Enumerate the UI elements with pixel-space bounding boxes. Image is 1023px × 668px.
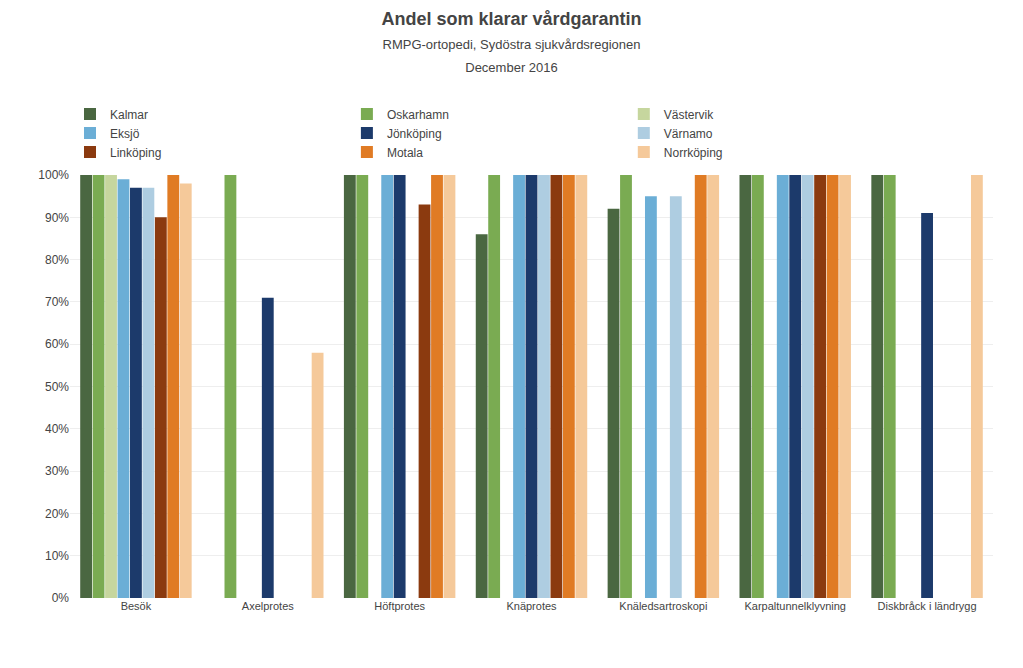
svg-text:Karpaltunnelklyvning: Karpaltunnelklyvning: [744, 600, 846, 612]
svg-text:Jönköping: Jönköping: [387, 127, 442, 141]
svg-text:Norrköping: Norrköping: [664, 146, 723, 160]
svg-text:Kalmar: Kalmar: [110, 108, 148, 122]
svg-text:Linköping: Linköping: [110, 146, 161, 160]
svg-text:10%: 10%: [45, 549, 69, 563]
svg-text:Andel som klarar vårdgarantinR: Andel som klarar vårdgarantinRMPG-ortope…: [381, 9, 641, 75]
svg-text:90%: 90%: [45, 211, 69, 225]
svg-text:Eksjö: Eksjö: [110, 127, 140, 141]
svg-text:0%: 0%: [52, 591, 70, 605]
svg-text:Motala: Motala: [387, 146, 423, 160]
svg-text:Knäprotes: Knäprotes: [506, 600, 557, 612]
svg-text:Knäledsartroskopi: Knäledsartroskopi: [619, 600, 707, 612]
svg-text:20%: 20%: [45, 507, 69, 521]
svg-text:Västervik: Västervik: [664, 108, 714, 122]
svg-text:Oskarhamn: Oskarhamn: [387, 108, 449, 122]
svg-text:Värnamo: Värnamo: [664, 127, 713, 141]
svg-text:70%: 70%: [45, 295, 69, 309]
svg-text:60%: 60%: [45, 337, 69, 351]
svg-text:50%: 50%: [45, 380, 69, 394]
svg-text:Besök: Besök: [121, 600, 152, 612]
svg-text:Axelprotes: Axelprotes: [242, 600, 294, 612]
svg-text:30%: 30%: [45, 464, 69, 478]
svg-text:Höftprotes: Höftprotes: [374, 600, 425, 612]
svg-text:40%: 40%: [45, 422, 69, 436]
svg-text:100%: 100%: [38, 168, 69, 182]
svg-text:80%: 80%: [45, 253, 69, 267]
svg-text:Diskbråck i ländrygg: Diskbråck i ländrygg: [878, 600, 977, 612]
